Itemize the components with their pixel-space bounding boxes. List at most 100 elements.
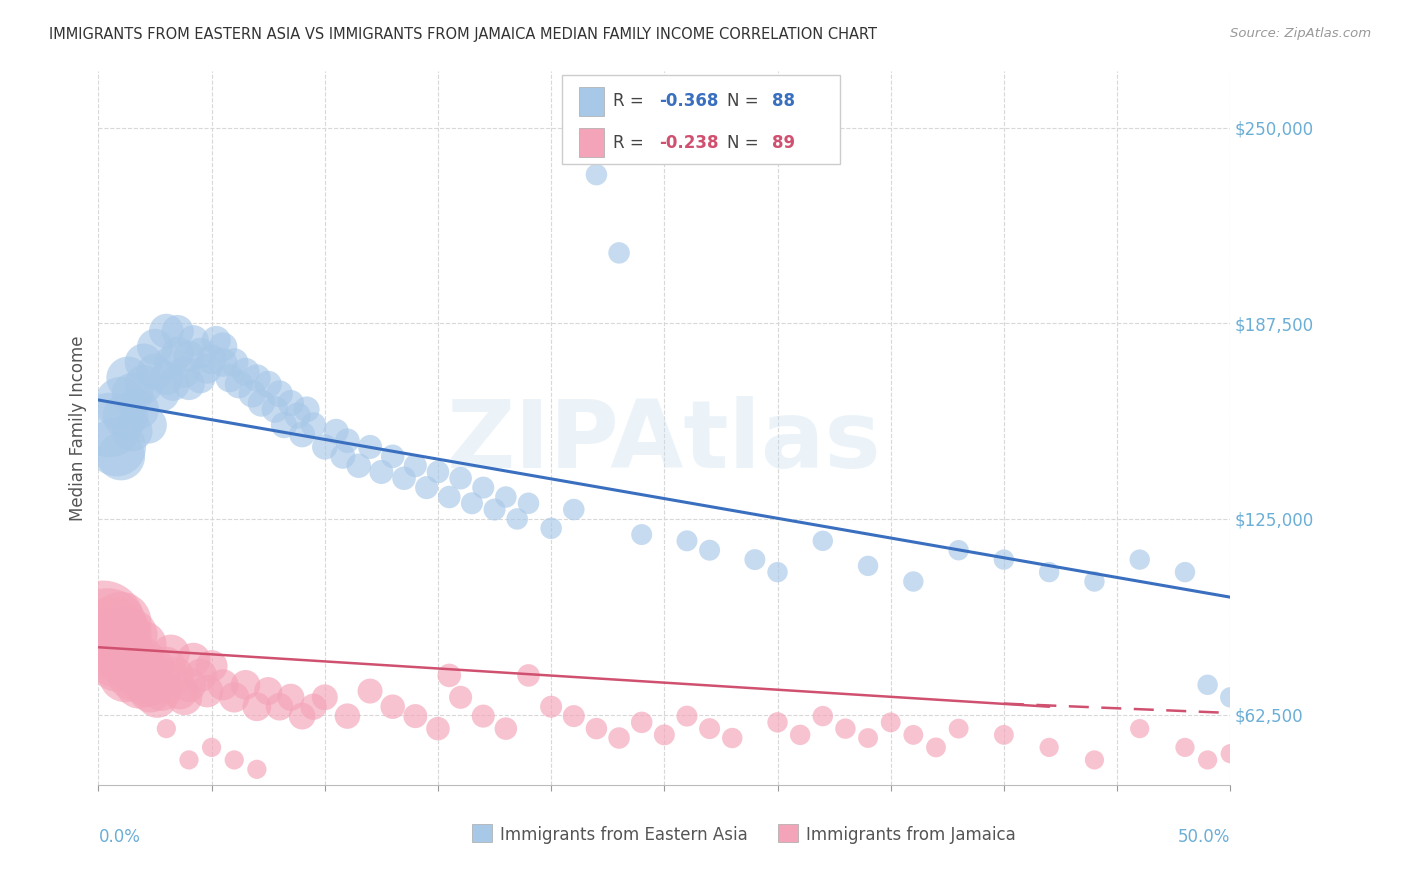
- Point: [1129, 722, 1152, 736]
- Point: [201, 352, 224, 367]
- Point: [155, 722, 177, 736]
- Point: [880, 715, 903, 730]
- Point: [903, 728, 925, 742]
- Point: [166, 324, 188, 338]
- Point: [1219, 747, 1241, 761]
- Text: 89: 89: [772, 134, 794, 152]
- Point: [155, 371, 177, 385]
- Point: [136, 668, 159, 682]
- Point: [427, 722, 450, 736]
- Point: [96, 622, 118, 636]
- Point: [699, 543, 721, 558]
- Point: [506, 512, 529, 526]
- Point: [143, 678, 166, 692]
- Point: [212, 678, 235, 692]
- Point: [150, 386, 173, 401]
- Point: [472, 709, 495, 723]
- Point: [269, 386, 291, 401]
- Point: [160, 647, 183, 661]
- Point: [332, 450, 354, 464]
- Point: [676, 533, 699, 548]
- Point: [314, 440, 336, 454]
- Point: [128, 402, 150, 417]
- Point: [630, 527, 652, 541]
- Point: [461, 496, 484, 510]
- Point: [699, 722, 721, 736]
- Point: [121, 668, 143, 682]
- Point: [359, 684, 381, 698]
- Point: [404, 458, 426, 473]
- Point: [114, 409, 136, 423]
- Text: R =: R =: [613, 93, 650, 111]
- Point: [450, 471, 472, 485]
- Point: [766, 715, 789, 730]
- Point: [1083, 753, 1105, 767]
- Point: [173, 365, 195, 379]
- Point: [439, 490, 461, 504]
- Point: [314, 690, 336, 705]
- Point: [177, 349, 200, 363]
- Point: [1219, 690, 1241, 705]
- Point: [235, 365, 257, 379]
- Text: R =: R =: [613, 134, 650, 152]
- Point: [103, 637, 125, 651]
- Point: [212, 340, 235, 354]
- Point: [146, 690, 169, 705]
- Text: Immigrants from Eastern Asia: Immigrants from Eastern Asia: [501, 826, 748, 844]
- Point: [302, 699, 325, 714]
- Point: [540, 699, 562, 714]
- Text: Source: ZipAtlas.com: Source: ZipAtlas.com: [1230, 27, 1371, 40]
- Point: [205, 334, 228, 348]
- Point: [150, 684, 173, 698]
- Point: [450, 690, 472, 705]
- Point: [257, 377, 280, 392]
- Point: [160, 355, 183, 369]
- Point: [1197, 678, 1219, 692]
- Point: [117, 647, 139, 661]
- Point: [166, 346, 188, 360]
- Point: [1174, 740, 1197, 755]
- Point: [224, 690, 246, 705]
- Point: [162, 377, 184, 392]
- Point: [948, 722, 970, 736]
- Point: [993, 552, 1015, 566]
- Point: [188, 668, 211, 682]
- Point: [607, 731, 630, 745]
- Point: [246, 699, 269, 714]
- Text: 88: 88: [772, 93, 794, 111]
- Point: [246, 371, 269, 385]
- Point: [121, 628, 143, 642]
- Point: [517, 668, 540, 682]
- Point: [856, 558, 879, 573]
- Point: [744, 552, 766, 566]
- Point: [1038, 565, 1060, 579]
- Point: [139, 684, 162, 698]
- Point: [630, 715, 652, 730]
- Point: [165, 668, 187, 682]
- Point: [811, 709, 834, 723]
- Point: [250, 396, 273, 410]
- Point: [183, 334, 205, 348]
- Point: [291, 709, 314, 723]
- Point: [183, 653, 205, 667]
- Point: [131, 653, 153, 667]
- Y-axis label: Median Family Income: Median Family Income: [69, 335, 87, 521]
- Point: [1174, 565, 1197, 579]
- Point: [336, 434, 359, 448]
- Point: [472, 481, 495, 495]
- Point: [652, 728, 676, 742]
- Point: [903, 574, 925, 589]
- Point: [269, 699, 291, 714]
- Point: [128, 678, 150, 692]
- Point: [585, 168, 607, 182]
- Point: [993, 728, 1015, 742]
- Text: -0.368: -0.368: [658, 93, 718, 111]
- Point: [1197, 753, 1219, 767]
- Point: [336, 709, 359, 723]
- Point: [562, 709, 585, 723]
- Point: [195, 684, 218, 698]
- Point: [101, 628, 124, 642]
- Point: [155, 659, 177, 673]
- Point: [110, 615, 132, 630]
- Point: [235, 678, 257, 692]
